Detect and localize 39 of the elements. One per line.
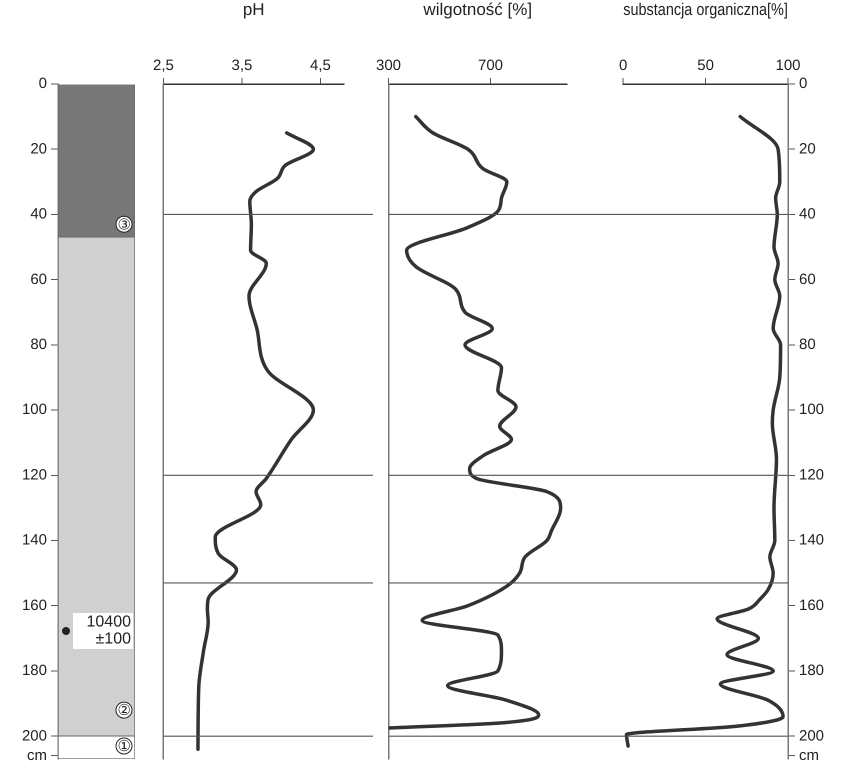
x-axis-title: wilgotność [%] (422, 0, 532, 19)
x-tick-label: 100 (775, 57, 801, 74)
annotation: 10400 ±100 (86, 613, 132, 648)
x-tick-label: 700 (478, 57, 504, 74)
y-tick-label: 0 (799, 75, 808, 92)
y-tick-label: 120 (799, 466, 824, 484)
y-tick-label: 140 (22, 532, 47, 549)
y-tick-label: 140 (799, 532, 824, 549)
y-tick-label: 180 (799, 662, 824, 680)
annotation: ③ (118, 216, 130, 234)
y-tick-label: 200 (22, 727, 47, 744)
x-tick-label: 2,5 (152, 57, 174, 74)
y-tick-label: 160 (22, 596, 47, 614)
y-tick-label: 200 (799, 727, 824, 744)
y-tick-label: 60 (30, 270, 47, 288)
y-tick-label: 160 (799, 596, 824, 614)
x-tick-label: 4,5 (310, 57, 331, 74)
y-tick-label: 20 (799, 140, 816, 158)
annotation: ① (118, 738, 130, 756)
y-tick-label: 20 (30, 140, 47, 158)
x-tick-label: 3,5 (232, 57, 252, 74)
y-tick-label: 80 (799, 336, 816, 354)
x-tick-label: 50 (697, 57, 714, 74)
x-axis-title: pH (242, 0, 265, 19)
y-tick-label: 40 (799, 206, 816, 223)
x-axis-title: substancja organiczna[%] (623, 0, 788, 20)
y-tick-label: cm (27, 746, 47, 764)
y-tick-label: cm (799, 746, 819, 764)
y-tick-label: 100 (22, 401, 47, 418)
x-tick-label: 300 (376, 57, 402, 74)
y-tick-label: 60 (799, 270, 816, 288)
y-tick-label: 0 (38, 75, 47, 92)
y-tick-label: 80 (30, 336, 47, 354)
x-tick-label: 0 (619, 57, 628, 74)
y-tick-label: 100 (799, 401, 824, 418)
y-tick-label: 40 (30, 206, 47, 223)
y-tick-label: 180 (22, 662, 47, 680)
y-tick-label: 120 (22, 466, 47, 484)
annotation: ② (118, 702, 130, 720)
